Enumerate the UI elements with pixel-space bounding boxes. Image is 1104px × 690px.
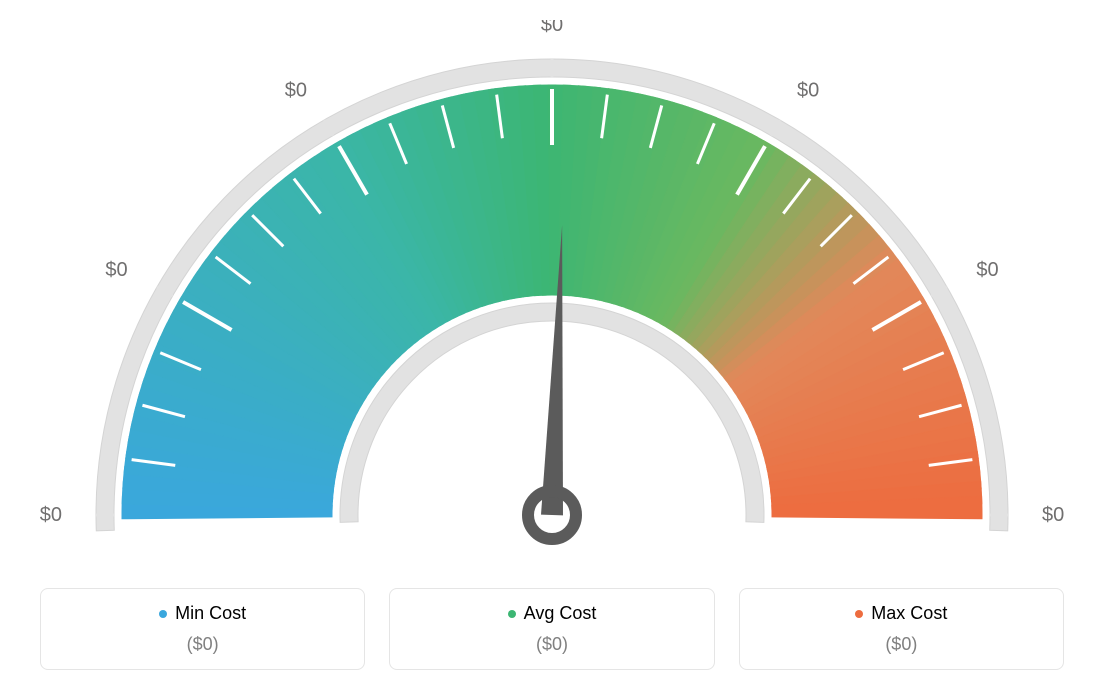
legend-dot-min: [159, 610, 167, 618]
legend-label-min: Min Cost: [175, 603, 246, 624]
gauge-tick-label: $0: [105, 259, 127, 281]
gauge-tick-label: $0: [1042, 504, 1064, 526]
legend-row: Min Cost ($0) Avg Cost ($0) Max Cost ($0…: [20, 588, 1084, 670]
legend-card-max: Max Cost ($0): [739, 588, 1064, 670]
legend-value-max: ($0): [750, 634, 1053, 655]
gauge-tick-label: $0: [976, 259, 998, 281]
legend-card-avg: Avg Cost ($0): [389, 588, 714, 670]
legend-dot-max: [855, 610, 863, 618]
legend-dot-avg: [508, 610, 516, 618]
gauge-tick-label: $0: [797, 80, 819, 102]
legend-value-min: ($0): [51, 634, 354, 655]
gauge-tick-label: $0: [541, 20, 563, 36]
gauge-svg: $0 $0 $0 $0 $0 $0 $0: [22, 20, 1082, 580]
cost-gauge-chart: $0 $0 $0 $0 $0 $0 $0: [20, 20, 1084, 580]
gauge-tick-label: $0: [285, 80, 307, 102]
legend-label-avg: Avg Cost: [524, 603, 597, 624]
gauge-tick-label: $0: [40, 504, 62, 526]
legend-label-max: Max Cost: [871, 603, 947, 624]
legend-value-avg: ($0): [400, 634, 703, 655]
legend-card-min: Min Cost ($0): [40, 588, 365, 670]
